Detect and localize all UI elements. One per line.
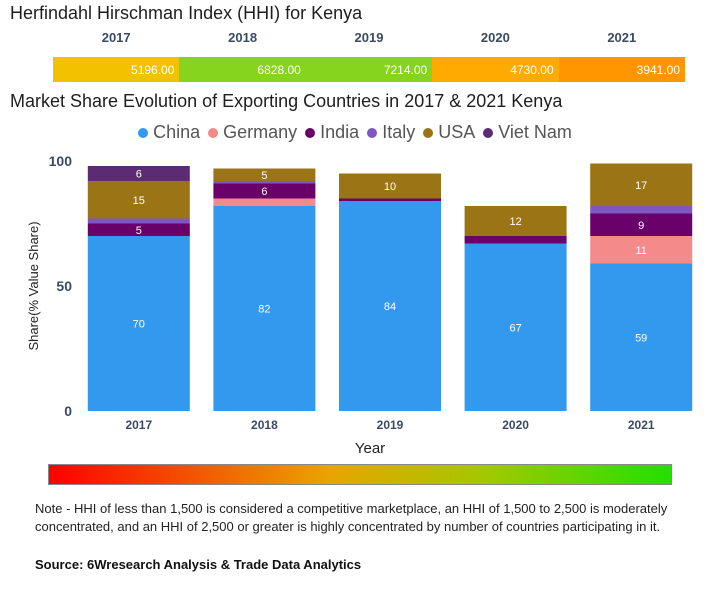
bar-segment — [213, 183, 316, 199]
bar-segment — [87, 223, 190, 236]
source-text: Source: 6Wresearch Analysis & Trade Data… — [35, 557, 362, 572]
bar-segment — [213, 198, 316, 206]
legend-item: Viet Nam — [483, 122, 572, 143]
data-label: 17 — [635, 180, 647, 192]
legend-swatch — [208, 127, 219, 138]
legend-label: Germany — [223, 122, 298, 142]
stacked-bar-chart: 0 50 100 Share(% Value Share) 70 5 15 6 2017 82 6 5… — [26, 153, 693, 457]
bar-segment — [590, 213, 693, 236]
legend-swatch — [423, 127, 434, 138]
note-text: Note - HHI of less than 1,500 is conside… — [35, 501, 668, 534]
hhi-year-label: 2021 — [607, 30, 637, 45]
bar-segment — [464, 206, 567, 236]
bar-segment — [339, 173, 441, 199]
data-label: 9 — [638, 220, 644, 232]
x-tick-label: 2019 — [377, 418, 404, 432]
bar-segment — [213, 206, 316, 411]
legend-item: China — [138, 122, 200, 143]
hhi-value-cell: 5196.00 — [53, 57, 180, 82]
x-tick-label: 2018 — [251, 418, 278, 432]
x-axis-label: Year — [355, 440, 385, 457]
legend-label: China — [153, 122, 201, 142]
hhi-year-label: 2017 — [101, 30, 131, 45]
hhi-value-cell: 4730.00 — [432, 57, 559, 82]
legend-swatch — [367, 127, 378, 138]
data-label: 12 — [509, 216, 521, 228]
bar-segment — [213, 168, 316, 181]
bar-segment — [464, 236, 567, 244]
bar-segment — [590, 263, 693, 411]
legend-item: Germany — [208, 122, 297, 143]
bar-segment — [87, 166, 190, 181]
bar-segment — [590, 163, 693, 206]
data-label: 15 — [133, 195, 145, 207]
legend-swatch — [138, 127, 149, 138]
bar-segment — [590, 236, 693, 264]
legend-item: India — [305, 122, 359, 143]
y-axis-label: Share(% Value Share) — [26, 221, 41, 350]
data-label: 84 — [384, 301, 396, 313]
x-tick-label: 2017 — [125, 418, 152, 432]
hhi-year-label: 2019 — [354, 30, 384, 45]
legend-label: India — [320, 122, 360, 142]
data-label: 5 — [261, 170, 267, 182]
legend-swatch — [305, 127, 316, 138]
hhi-value-cell: 6828.00 — [179, 57, 306, 82]
hhi-year-label: 2020 — [480, 30, 510, 45]
bar-segment — [87, 181, 190, 219]
x-tick-label: 2020 — [502, 418, 529, 432]
data-label: 6 — [136, 169, 142, 181]
legend-item: Italy — [367, 122, 415, 143]
bar-segment — [339, 198, 441, 201]
data-label: 10 — [384, 181, 396, 193]
hhi-title: Herfindahl Hirschman Index (HHI) for Ken… — [10, 3, 363, 23]
y-tick-label: 0 — [64, 403, 72, 419]
data-label: 70 — [133, 319, 145, 331]
y-tick-label: 100 — [49, 153, 73, 169]
bar-segment — [213, 181, 316, 184]
data-label: 59 — [635, 332, 647, 344]
legend-item: USA — [423, 122, 475, 143]
chart-legend: China Germany India Italy USA Viet Nam — [0, 122, 710, 143]
chart-title: Market Share Evolution of Exporting Coun… — [10, 91, 563, 111]
legend-swatch — [483, 127, 494, 138]
bar-segment — [87, 236, 190, 411]
legend-label: Italy — [382, 122, 416, 142]
hhi-value-cell: 3941.00 — [558, 57, 686, 82]
hhi-value-cell: 7214.00 — [305, 57, 433, 82]
legend-label: USA — [438, 122, 476, 142]
hhi-band: 5196.00 6828.00 7214.00 4730.00 3941.00 — [53, 57, 686, 82]
bar-segment — [87, 218, 190, 224]
data-label: 82 — [258, 304, 270, 316]
bar-segment — [339, 201, 441, 411]
data-label: 11 — [635, 245, 646, 257]
data-label: 5 — [136, 225, 142, 237]
x-tick-label: 2021 — [628, 418, 655, 432]
hhi-scale-gradient — [48, 464, 672, 485]
bar-segment — [464, 243, 567, 411]
bar-segment — [590, 206, 693, 214]
legend-label: Viet Nam — [498, 122, 572, 142]
data-label: 6 — [261, 186, 267, 198]
data-label: 67 — [509, 322, 521, 334]
y-tick-label: 50 — [56, 278, 72, 294]
hhi-year-label: 2018 — [228, 30, 258, 45]
